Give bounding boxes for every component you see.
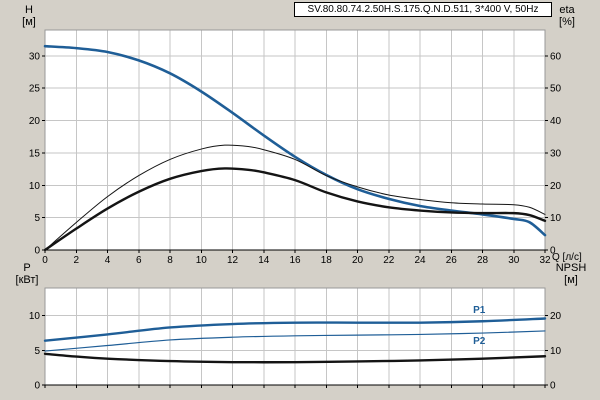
eta-axis-title: eta [%] xyxy=(549,4,585,28)
svg-text:0: 0 xyxy=(550,381,556,392)
svg-text:14: 14 xyxy=(258,255,270,266)
svg-text:30: 30 xyxy=(29,51,41,62)
svg-text:10: 10 xyxy=(29,181,41,192)
svg-text:10: 10 xyxy=(550,213,562,224)
svg-text:20: 20 xyxy=(352,255,364,266)
flow-axis-unit-label: Q [л/с] xyxy=(552,252,582,263)
svg-text:50: 50 xyxy=(550,84,562,95)
head-axis-unit: [м] xyxy=(22,16,36,28)
pump-model-title: SV.80.80.74.2.50H.S.175.Q.N.D.511, 3*400… xyxy=(294,2,552,17)
svg-text:18: 18 xyxy=(321,255,333,266)
svg-text:20: 20 xyxy=(550,181,562,192)
svg-text:0: 0 xyxy=(550,246,556,257)
svg-text:32: 32 xyxy=(539,255,551,266)
head-axis-label: H xyxy=(25,4,33,16)
svg-text:40: 40 xyxy=(550,116,562,127)
eta-axis-label: eta xyxy=(559,4,575,16)
svg-text:25: 25 xyxy=(29,84,41,95)
svg-text:5: 5 xyxy=(34,346,40,357)
svg-text:30: 30 xyxy=(550,148,562,159)
svg-text:28: 28 xyxy=(477,255,489,266)
svg-text:15: 15 xyxy=(29,148,41,159)
eta-axis-unit: [%] xyxy=(559,16,575,28)
svg-text:24: 24 xyxy=(414,255,426,266)
power-axis-title: P [кВт] xyxy=(8,262,46,286)
svg-text:10: 10 xyxy=(196,255,208,266)
svg-text:26: 26 xyxy=(446,255,458,266)
svg-text:0: 0 xyxy=(34,246,40,257)
svg-text:20: 20 xyxy=(550,311,562,322)
power-axis-unit: [кВт] xyxy=(15,274,39,286)
svg-text:22: 22 xyxy=(383,255,395,266)
svg-text:2: 2 xyxy=(73,255,79,266)
svg-text:10: 10 xyxy=(550,346,562,357)
svg-text:0: 0 xyxy=(34,381,40,392)
svg-text:5: 5 xyxy=(34,213,40,224)
svg-text:4: 4 xyxy=(105,255,111,266)
svg-text:6: 6 xyxy=(136,255,142,266)
svg-text:60: 60 xyxy=(550,51,562,62)
svg-text:12: 12 xyxy=(227,255,239,266)
svg-text:10: 10 xyxy=(29,311,41,322)
head-axis-title: H [м] xyxy=(14,4,44,28)
npsh-axis-unit: [м] xyxy=(564,274,578,286)
power-axis-label: P xyxy=(23,262,31,274)
svg-text:20: 20 xyxy=(29,116,41,127)
svg-text:P1: P1 xyxy=(473,305,486,316)
svg-text:8: 8 xyxy=(167,255,173,266)
npsh-axis-title: NPSH [м] xyxy=(545,262,597,286)
svg-text:0: 0 xyxy=(42,255,48,266)
svg-text:P2: P2 xyxy=(473,336,486,347)
svg-text:16: 16 xyxy=(289,255,301,266)
npsh-axis-label: NPSH xyxy=(555,262,587,274)
svg-text:30: 30 xyxy=(508,255,520,266)
